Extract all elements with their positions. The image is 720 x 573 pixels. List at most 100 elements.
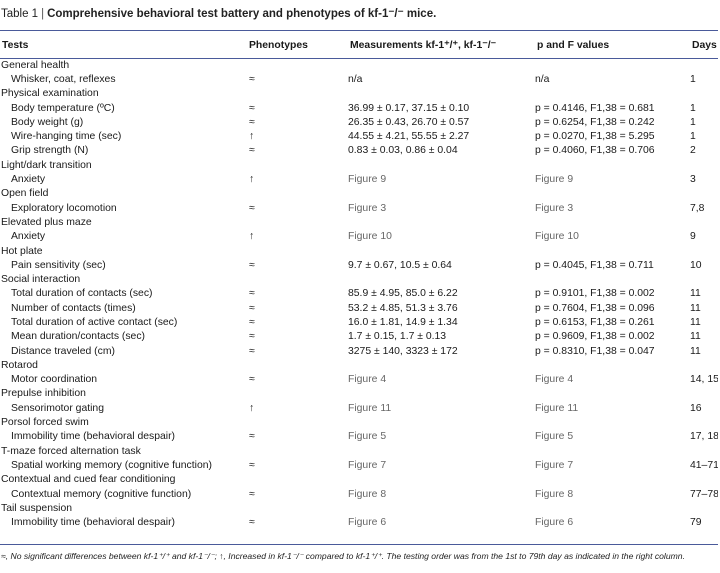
cell-measurement: 1.7 ± 0.15, 1.7 ± 0.13 [348,331,447,343]
cell-p-f-value: Figure 4 [535,374,574,386]
table-footnote: ≈, No significant differences between kf… [1,551,685,561]
cell-days: 11 [690,302,701,314]
cell-test: Elevated plus maze [1,216,92,228]
cell-phenotype [247,501,348,515]
cell-days: 79 [690,517,702,529]
cell-p-f-value [535,415,690,429]
cell-measurement [348,187,535,201]
phenotype-table: Tests Phenotypes Measurements kf-1⁺/⁺, k… [0,32,718,530]
cell-phenotype: ≈ [249,288,255,300]
table-row: Total duration of active contact (sec) ≈1… [0,315,718,329]
cell-test: Exploratory locomotion [11,202,117,214]
cell-test: Contextual memory (cognitive function) [11,488,192,500]
cell-test: Whisker, coat, reflexes [11,73,116,85]
header-phenotypes: Phenotypes [249,39,308,51]
cell-test: Total duration of active contact (sec) [11,316,178,328]
cell-p-f-value: p = 0.9609, F1,38 = 0.002 [535,331,655,343]
cell-phenotype [247,87,348,101]
cell-test: Light/dark transition [1,159,92,171]
header-p-f-values: p and F values [537,39,610,51]
cell-phenotype: ≈ [249,145,255,157]
cell-measurement: 3275 ± 140, 3323 ± 172 [348,345,458,357]
cell-measurement [348,501,535,515]
cell-measurement: Figure 6 [348,517,387,529]
cell-phenotype [247,158,348,172]
table-category-row: Elevated plus maze [0,215,718,229]
cell-days [690,501,718,515]
cell-test: Grip strength (N) [11,145,89,157]
cell-p-f-value [535,58,690,72]
cell-days [690,358,718,372]
cell-test: T-maze forced alternation task [1,445,141,457]
cell-days: 1 [690,131,696,143]
header-row: Tests Phenotypes Measurements kf-1⁺/⁺, k… [0,32,718,58]
cell-p-f-value: p = 0.6153, F1,38 = 0.261 [535,316,655,328]
cell-days [690,272,718,286]
cell-phenotype [247,444,348,458]
top-rule [0,30,718,31]
cell-measurement: Figure 5 [348,431,387,443]
cell-test: Sensorimotor gating [11,402,104,414]
table-category-row: Light/dark transition [0,158,718,172]
cell-days: 7,8 [690,202,705,214]
cell-p-f-value [535,272,690,286]
cell-test: Number of contacts (times) [11,302,136,314]
cell-phenotype [247,272,348,286]
cell-test: Total duration of contacts (sec) [11,288,153,300]
cell-phenotype [247,358,348,372]
cell-phenotype: ≈ [249,488,255,500]
cell-measurement [348,387,535,401]
table-row: Grip strength (N) ≈0.83 ± 0.03, 0.86 ± 0.… [0,144,718,158]
table-row: Total duration of contacts (sec) ≈85.9 ± … [0,287,718,301]
table-category-row: Social interaction [0,272,718,286]
table-row: Spatial working memory (cognitive functi… [0,458,718,472]
cell-days: 2 [690,145,696,157]
table-row: Exploratory locomotion ≈ Figure 3 Figure 3 7… [0,201,718,215]
cell-measurement: Figure 4 [348,374,387,386]
cell-phenotype: ≈ [249,116,255,128]
table-row: Pain sensitivity (sec) ≈9.7 ± 0.67, 10.5 … [0,258,718,272]
cell-test: Immobility time (behavioral despair) [11,431,175,443]
table-row: Anxiety ↑ Figure 10 Figure 10 9 [0,230,718,244]
header-tests: Tests [2,39,29,51]
cell-days [690,58,718,72]
cell-days: 16 [690,402,702,414]
table-category-row: Rotarod [0,358,718,372]
cell-days [690,215,718,229]
cell-phenotype: ≈ [249,459,255,471]
table-category-row: Contextual and cued fear conditioning [0,473,718,487]
cell-measurement: n/a [348,73,363,85]
table-category-row: Porsol forced swim [0,415,718,429]
cell-measurement: Figure 3 [348,202,387,214]
cell-phenotype: ↑ [249,402,255,414]
cell-p-f-value: p = 0.7604, F1,38 = 0.096 [535,302,655,314]
table-category-row: Tail suspension [0,501,718,515]
cell-test: Contextual and cued fear conditioning [1,474,176,486]
header-days: Days [692,39,717,51]
cell-days: 14, 15 [690,374,718,386]
cell-phenotype: ≈ [249,431,255,443]
table-body: General health Whisker, coat, reflexes ≈ n/… [0,58,718,530]
cell-phenotype: ≈ [249,102,255,114]
cell-p-f-value [535,473,690,487]
cell-measurement: Figure 7 [348,459,387,471]
cell-days [690,87,718,101]
table-row: Number of contacts (times) ≈53.2 ± 4.85, … [0,301,718,315]
table-row: Motor coordination ≈ Figure 4 Figure 4 14, 1… [0,373,718,387]
cell-phenotype: ≈ [249,316,255,328]
cell-measurement [348,244,535,258]
cell-phenotype: ≈ [249,345,255,357]
cell-test: Porsol forced swim [1,417,89,429]
cell-phenotype: ≈ [249,73,255,85]
cell-test: Distance traveled (cm) [11,345,115,357]
table-category-row: Open field [0,187,718,201]
cell-p-f-value: Figure 5 [535,431,574,443]
table-row: Body temperature (ºC) ≈36.99 ± 0.17, 37.1… [0,101,718,115]
cell-phenotype: ≈ [249,331,255,343]
cell-p-f-value: Figure 11 [535,402,579,414]
table-category-row: General health [0,58,718,72]
table-category-row: Prepulse inhibition [0,387,718,401]
cell-measurement [348,272,535,286]
cell-days: 1 [690,116,696,128]
